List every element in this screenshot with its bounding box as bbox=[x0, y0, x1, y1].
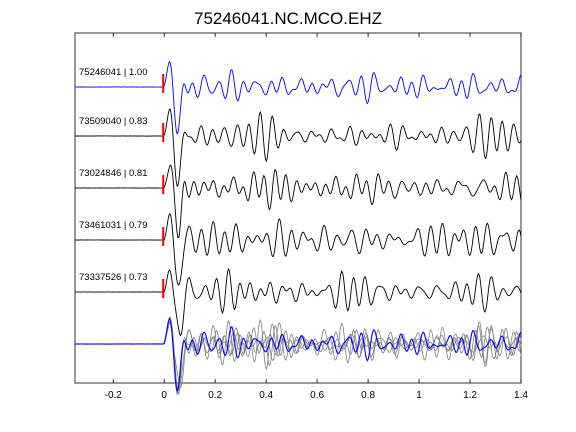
x-tick-label: 0.2 bbox=[208, 390, 222, 401]
traces-layer bbox=[74, 60, 522, 395]
trace-labels: 75246041 | 1.00 73509040 | 0.83 73024846 |… bbox=[79, 67, 148, 283]
x-tick-label: 0.4 bbox=[259, 390, 273, 401]
overlay-trace-75246041 bbox=[74, 317, 522, 392]
x-tick-label: 1.2 bbox=[463, 390, 477, 401]
x-tick-label: 1 bbox=[416, 390, 422, 401]
chart-title: 75246041.NC.MCO.EHZ bbox=[194, 9, 382, 28]
x-tick-label: 0.6 bbox=[310, 390, 324, 401]
trace-73024846 bbox=[74, 164, 522, 239]
trace-label-73509040: 73509040 | 0.83 bbox=[79, 116, 148, 127]
x-axis: -0.2 0 0.2 0.4 0.6 0.8 1 1.2 1.4 bbox=[105, 33, 528, 401]
x-tick-label: -0.2 bbox=[105, 390, 123, 401]
trace-label-73337526: 73337526 | 0.73 bbox=[79, 272, 148, 283]
overlay-trace-73337526 bbox=[74, 319, 522, 389]
trace-73337526 bbox=[74, 267, 522, 337]
overlay-trace-73461031 bbox=[74, 317, 522, 390]
trace-label-73024846: 73024846 | 0.81 bbox=[79, 168, 148, 179]
trace-75246041 bbox=[74, 60, 522, 135]
trace-label-73461031: 73461031 | 0.79 bbox=[79, 220, 148, 231]
trace-73461031 bbox=[74, 213, 522, 286]
plot-frame bbox=[74, 32, 522, 384]
overlay-trace-73509040 bbox=[74, 316, 522, 395]
trace-label-75246041: 75246041 | 1.00 bbox=[79, 67, 148, 78]
x-tick-label: 1.4 bbox=[514, 390, 528, 401]
x-tick-label: 0.8 bbox=[361, 390, 375, 401]
x-tick-label: 0 bbox=[161, 390, 167, 401]
trace-73509040 bbox=[74, 108, 522, 187]
